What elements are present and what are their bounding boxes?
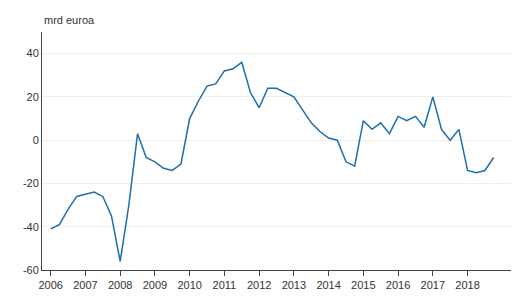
svg-text:-40: -40 — [23, 221, 39, 233]
svg-text:2006: 2006 — [38, 279, 62, 291]
svg-text:2011: 2011 — [213, 279, 237, 291]
svg-text:2013: 2013 — [282, 279, 306, 291]
svg-text:2017: 2017 — [421, 279, 445, 291]
svg-text:-60: -60 — [23, 264, 39, 276]
svg-text:mrd euroa: mrd euroa — [44, 14, 95, 26]
svg-text:2018: 2018 — [455, 279, 479, 291]
svg-text:0: 0 — [33, 134, 39, 146]
svg-text:2015: 2015 — [351, 279, 375, 291]
svg-text:2007: 2007 — [73, 279, 97, 291]
svg-text:2008: 2008 — [108, 279, 132, 291]
svg-text:2014: 2014 — [316, 279, 340, 291]
svg-text:2012: 2012 — [247, 279, 271, 291]
svg-text:20: 20 — [27, 91, 39, 103]
svg-text:2009: 2009 — [143, 279, 167, 291]
svg-text:40: 40 — [27, 47, 39, 59]
svg-text:-20: -20 — [23, 177, 39, 189]
svg-text:2016: 2016 — [386, 279, 410, 291]
svg-text:2010: 2010 — [177, 279, 201, 291]
